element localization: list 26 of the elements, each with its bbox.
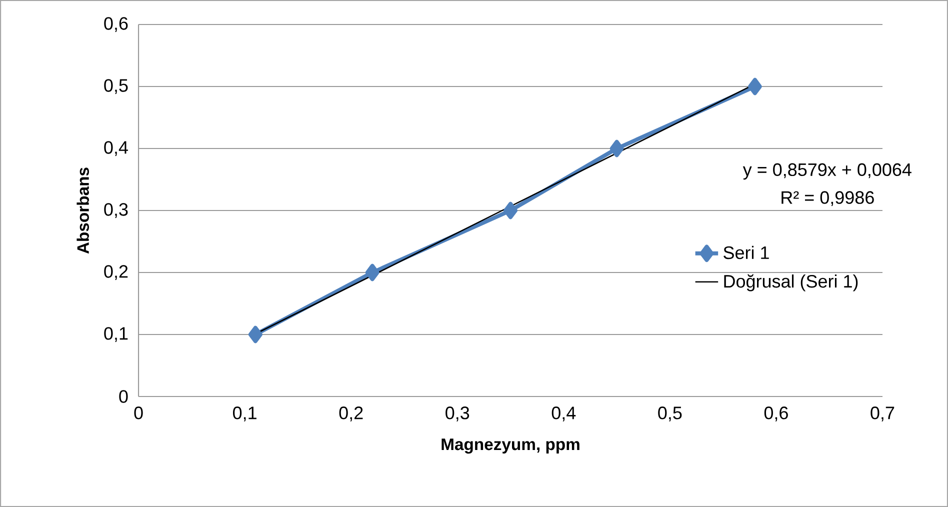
x-axis-title: Magnezyum, ppm [442,438,580,454]
y-tick-label: 0 [119,390,128,403]
legend-label: Seri 1 [724,246,769,260]
point [504,202,518,220]
x-tick-label: 0 [134,406,143,420]
y-tick-label: 0,2 [104,265,128,280]
x-tick-label: 0,3 [446,406,470,422]
x-tick-label: 0,7 [870,406,894,422]
annotation: R² = 0,9986 [782,191,874,206]
y-tick-label: 0,3 [104,203,128,218]
y-axis-title: Absorbans [76,168,89,254]
x-tick-label: 0,4 [552,406,576,422]
x-tick-label: 0,6 [764,406,788,422]
annotation: y = 0,8579x + 0,0064 [742,163,912,180]
y-tick-label: 0,6 [104,17,128,32]
legend-label: Doğrusal (Seri 1) [724,274,858,292]
y-tick-label: 0,4 [104,141,128,156]
x-tick-label: 0,5 [658,406,682,422]
point [610,140,624,158]
point [248,326,262,344]
point [365,264,380,282]
y-tick-label: 0,1 [104,327,128,342]
x-tick-label: 0,2 [339,406,363,422]
point [748,78,762,96]
y-tick-label: 0,5 [104,79,128,94]
x-tick-label: 0,1 [233,406,256,422]
